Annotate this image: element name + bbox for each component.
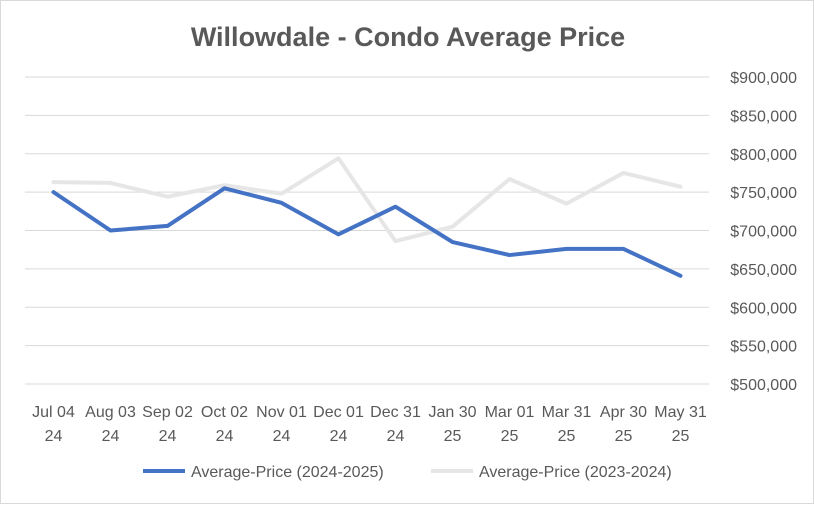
x-tick-label: Dec 01 [313,404,364,421]
y-tick-label: $800,000 [730,147,797,164]
x-tick-label: 25 [558,428,576,445]
x-tick-label: Oct 02 [201,404,248,421]
x-tick-label: 25 [672,428,690,445]
y-tick-label: $700,000 [730,224,797,241]
x-tick-label: 24 [45,428,63,445]
x-tick-label: Jan 30 [428,404,476,421]
x-tick-label: Mar 01 [485,404,535,421]
y-tick-label: $500,000 [730,377,797,394]
legend-label: Average-Price (2023-2024) [479,464,672,481]
x-tick-label: 24 [330,428,348,445]
y-tick-label: $850,000 [730,108,797,125]
x-tick-label: Nov 01 [256,404,307,421]
x-tick-label: 24 [273,428,291,445]
chart-title: Willowdale - Condo Average Price [191,22,625,52]
x-tick-label: 25 [444,428,462,445]
x-tick-label: Jul 04 [32,404,75,421]
y-tick-label: $900,000 [730,70,797,87]
x-tick-label: May 31 [654,404,707,421]
y-tick-label: $600,000 [730,300,797,317]
x-tick-label: 25 [615,428,633,445]
y-tick-label: $650,000 [730,262,797,279]
x-tick-label: Aug 03 [85,404,136,421]
x-tick-label: Apr 30 [600,404,647,421]
x-tick-label: 24 [102,428,120,445]
x-tick-label: 24 [216,428,234,445]
x-tick-label: 25 [501,428,519,445]
x-tick-label: 24 [159,428,177,445]
x-tick-label: Sep 02 [142,404,193,421]
legend-label: Average-Price (2024-2025) [191,464,384,481]
x-tick-label: 24 [387,428,405,445]
x-tick-label: Dec 31 [370,404,421,421]
y-tick-label: $550,000 [730,339,797,356]
y-tick-label: $750,000 [730,185,797,202]
x-tick-label: Mar 31 [542,404,592,421]
